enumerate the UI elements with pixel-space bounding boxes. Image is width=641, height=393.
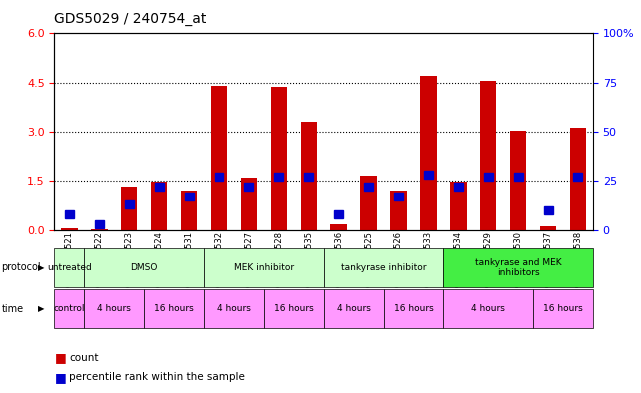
Text: control: control <box>54 304 85 313</box>
Bar <box>510 130 526 230</box>
Bar <box>121 187 138 230</box>
Text: untreated: untreated <box>47 263 92 272</box>
Bar <box>513 173 522 181</box>
Bar <box>211 86 228 230</box>
Bar <box>65 210 74 218</box>
Bar <box>364 183 373 191</box>
Bar <box>185 193 194 200</box>
Text: time: time <box>1 303 24 314</box>
Text: 4 hours: 4 hours <box>97 304 131 313</box>
Bar <box>544 206 553 214</box>
Bar <box>151 182 167 230</box>
Text: ▶: ▶ <box>38 304 44 313</box>
Text: tankyrase and MEK
inhibitors: tankyrase and MEK inhibitors <box>475 257 562 277</box>
Bar <box>390 191 406 230</box>
Bar <box>454 183 463 191</box>
Bar <box>244 183 253 191</box>
Bar <box>125 200 134 208</box>
Text: 4 hours: 4 hours <box>471 304 505 313</box>
Bar <box>570 129 587 230</box>
Bar <box>420 76 437 230</box>
Text: MEK inhibitor: MEK inhibitor <box>234 263 294 272</box>
Text: 16 hours: 16 hours <box>154 304 194 313</box>
Bar <box>334 210 343 218</box>
Text: 4 hours: 4 hours <box>337 304 370 313</box>
Bar <box>271 87 287 230</box>
Text: 16 hours: 16 hours <box>274 304 313 313</box>
Bar <box>301 122 317 230</box>
Text: percentile rank within the sample: percentile rank within the sample <box>69 372 245 382</box>
Text: protocol: protocol <box>1 262 41 272</box>
Bar <box>394 193 403 200</box>
Bar <box>540 226 556 230</box>
Bar <box>484 173 493 181</box>
Bar <box>62 228 78 230</box>
Text: ▶: ▶ <box>38 263 44 272</box>
Text: tankyrase inhibitor: tankyrase inhibitor <box>341 263 426 272</box>
Bar <box>424 171 433 179</box>
Bar <box>360 176 377 230</box>
Bar <box>154 183 163 191</box>
Text: DMSO: DMSO <box>131 263 158 272</box>
Text: 16 hours: 16 hours <box>543 304 583 313</box>
Text: ■: ■ <box>54 351 66 364</box>
Bar <box>304 173 313 181</box>
Bar <box>480 81 496 230</box>
Bar <box>181 191 197 230</box>
Bar <box>241 178 257 230</box>
Bar <box>274 173 283 181</box>
Text: count: count <box>69 353 99 363</box>
Bar <box>215 173 224 181</box>
Text: GDS5029 / 240754_at: GDS5029 / 240754_at <box>54 12 207 26</box>
Text: 16 hours: 16 hours <box>394 304 433 313</box>
Bar <box>450 182 467 230</box>
Bar <box>95 220 104 228</box>
Bar <box>574 173 583 181</box>
Bar <box>331 224 347 230</box>
Text: 4 hours: 4 hours <box>217 304 251 313</box>
Bar <box>91 229 108 230</box>
Text: ■: ■ <box>54 371 66 384</box>
